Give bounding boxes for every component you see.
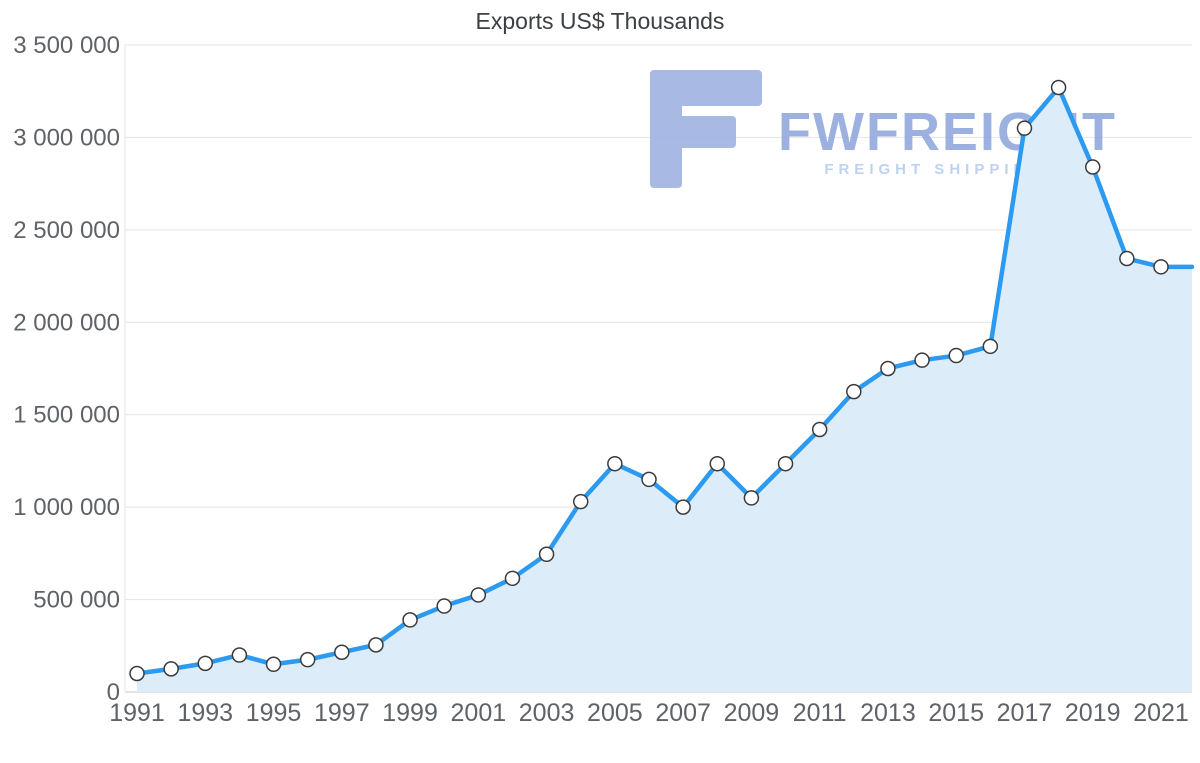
x-tick-label: 2009 — [724, 699, 780, 727]
x-tick-label: 2015 — [928, 699, 984, 727]
x-tick-label: 1997 — [314, 699, 370, 727]
data-point-marker — [265, 656, 282, 673]
data-point-marker — [709, 455, 726, 472]
x-tick-label: 2001 — [451, 699, 507, 727]
x-tick-label: 2017 — [997, 699, 1053, 727]
data-point-marker — [572, 493, 589, 510]
data-point-marker — [675, 499, 691, 515]
data-point-marker — [197, 655, 214, 672]
data-point-marker — [914, 352, 930, 368]
y-tick-label: 2 500 000 — [13, 217, 120, 244]
x-tick-label: 2007 — [655, 699, 711, 727]
data-point-marker — [1153, 259, 1169, 275]
data-point-marker — [538, 546, 555, 563]
y-tick-label: 3 000 000 — [13, 124, 120, 151]
data-point-marker — [402, 612, 418, 628]
data-point-marker — [334, 644, 350, 661]
logo-middle-bar — [650, 116, 736, 148]
y-tick-label: 1 000 000 — [13, 494, 120, 521]
y-tick-label: 500 000 — [33, 587, 120, 614]
series-layer — [129, 79, 1195, 692]
x-tick-label: 1999 — [382, 699, 438, 727]
data-point-marker — [811, 421, 828, 438]
y-tick-label: 1 500 000 — [13, 402, 120, 429]
watermark-subtitle: FREIGHT SHIPPING — [824, 161, 1046, 178]
data-point-marker — [846, 383, 862, 400]
chart-title: Exports US$ Thousands — [475, 8, 725, 34]
y-tick-label: 0 — [107, 679, 120, 706]
data-point-marker — [607, 455, 623, 472]
data-point-marker — [299, 651, 316, 668]
data-point-marker — [504, 570, 521, 587]
data-point-marker — [777, 455, 794, 472]
data-point-marker — [982, 338, 999, 355]
y-tick-label: 2 000 000 — [13, 309, 120, 336]
data-point-marker — [231, 647, 248, 663]
x-tick-label: 2021 — [1133, 699, 1189, 727]
data-point-marker — [1016, 120, 1033, 136]
logo-top-bar — [650, 70, 762, 106]
x-tick-label: 2011 — [793, 699, 847, 727]
x-tick-label: 2003 — [519, 699, 575, 727]
x-tick-label: 1995 — [246, 699, 302, 727]
data-point-marker — [1084, 159, 1101, 175]
data-point-marker — [641, 471, 657, 488]
x-tick-label: 1991 — [109, 699, 165, 727]
area-fill — [137, 87, 1192, 692]
x-tick-label: 2005 — [587, 699, 643, 727]
watermark: FWFREIGHT FREIGHT SHIPPING — [650, 70, 1115, 188]
data-point-marker — [129, 665, 145, 682]
fwfreight-logo-icon — [650, 70, 762, 188]
data-point-marker — [163, 661, 179, 677]
x-tick-label: 1993 — [177, 699, 233, 727]
x-tick-label: 2013 — [860, 699, 916, 727]
x-tick-label: 2019 — [1065, 699, 1121, 727]
axis-labels-layer: 0 500 000 1 000 000 1 500 000 2 000 000 2 500… — [13, 32, 1189, 727]
data-point-marker — [470, 587, 487, 603]
y-tick-label: 3 500 000 — [13, 32, 120, 59]
data-point-marker — [436, 598, 452, 614]
data-point-marker — [1050, 79, 1067, 96]
data-point-marker — [948, 347, 964, 364]
data-point-marker — [1119, 250, 1135, 267]
data-point-marker — [743, 490, 760, 506]
data-point-marker — [880, 360, 896, 377]
data-point-marker — [368, 637, 384, 653]
